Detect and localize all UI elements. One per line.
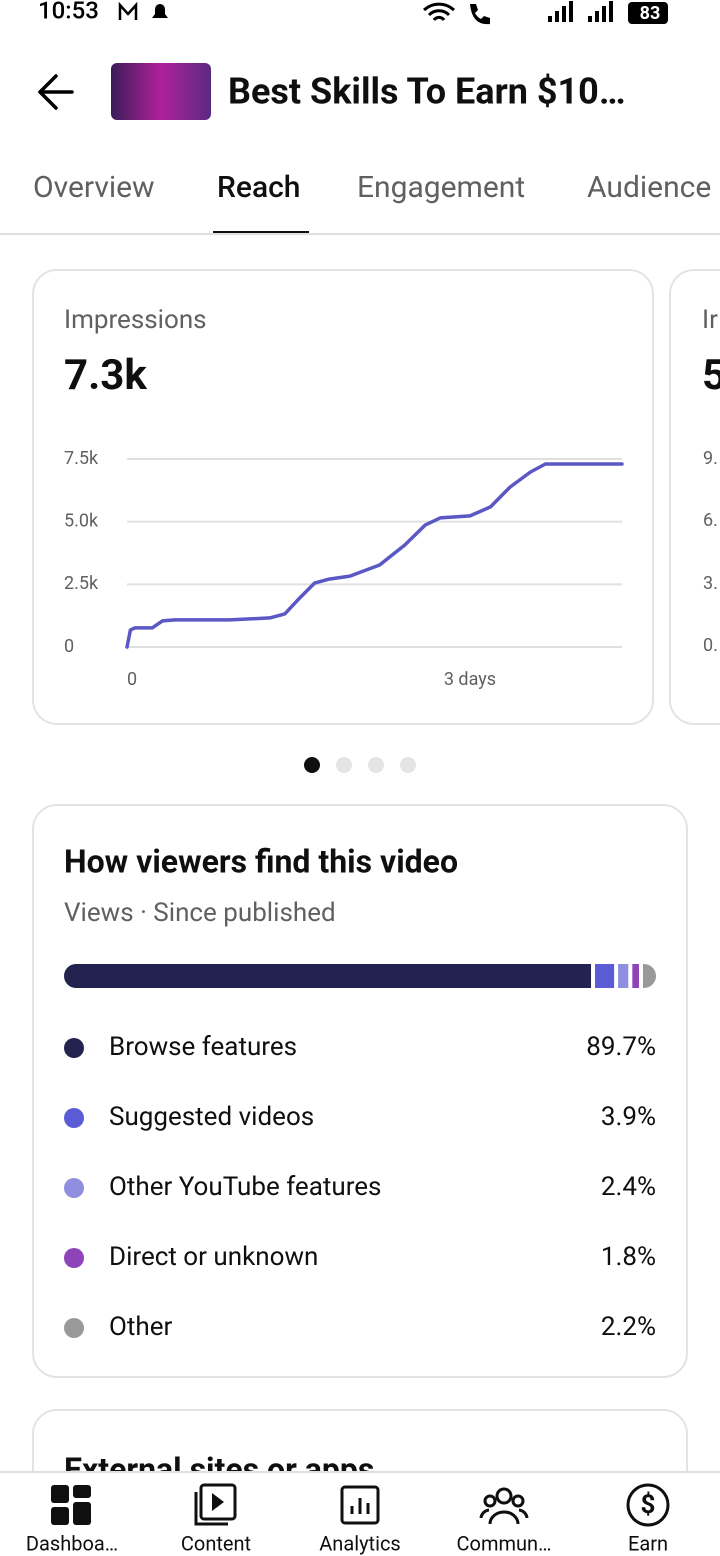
x-tick-label: 3 days	[444, 669, 496, 690]
community-icon[interactable]	[479, 1487, 529, 1525]
status-time: 10:53	[38, 0, 99, 24]
tab[interactable]: Reach	[217, 170, 300, 205]
source-name: Other	[109, 1312, 173, 1342]
source-percent: 3.9%	[601, 1102, 656, 1132]
battery-level: 83	[640, 3, 661, 24]
nav-label[interactable]: Analytics	[319, 1531, 401, 1555]
impressions-card[interactable]	[32, 269, 654, 725]
impressions-line	[125, 462, 624, 649]
peek-title: Ir	[702, 305, 718, 335]
card-title: Impressions	[64, 305, 207, 335]
peek-value: 5	[702, 351, 720, 400]
wifi-icon	[422, 2, 456, 22]
traffic-card	[32, 804, 688, 1378]
page-dot[interactable]	[368, 757, 384, 773]
legend-dot	[64, 1108, 84, 1128]
stacked-bar	[64, 964, 656, 988]
card-value: 7.3k	[64, 351, 147, 400]
peek-tick-label: 6.	[703, 510, 718, 531]
source-percent: 2.2%	[601, 1312, 656, 1342]
bar-segment	[595, 964, 615, 988]
tab[interactable]: Audience	[587, 170, 711, 205]
traffic-sources: Browse features 89.7% Suggested videos 3.9%…	[64, 964, 656, 1342]
legend-dot	[64, 1178, 84, 1198]
nav-label[interactable]: Earn	[628, 1531, 668, 1555]
bar-segment	[642, 964, 656, 988]
legend-dot	[64, 1248, 84, 1268]
y-tick-label: 2.5k	[64, 573, 99, 594]
mail-icon	[118, 1, 138, 20]
peek-tick-label: 0.	[703, 635, 718, 656]
earn-icon[interactable]: $	[626, 1483, 670, 1527]
source-name: Suggested videos	[109, 1102, 314, 1132]
source-percent: 1.8%	[601, 1242, 656, 1272]
video-thumbnail[interactable]	[111, 63, 211, 120]
x-tick-label: 0	[127, 669, 137, 690]
next-metric-card[interactable]	[669, 269, 720, 725]
external-card[interactable]	[32, 1409, 688, 1556]
traffic-subtitle: Views · Since published	[64, 898, 336, 928]
y-tick-label: 7.5k	[64, 448, 99, 469]
svg-text:$: $	[641, 1490, 656, 1520]
call-icon	[470, 4, 490, 25]
source-name: Direct or unknown	[109, 1242, 318, 1272]
back-button[interactable]	[38, 74, 74, 110]
nav-label[interactable]: Dashboa…	[26, 1531, 118, 1555]
peek-tick-label: 9.	[703, 448, 718, 469]
dashboard-icon[interactable]	[51, 1485, 91, 1525]
page-dot[interactable]	[400, 757, 416, 773]
content-icon[interactable]	[194, 1483, 237, 1526]
tab[interactable]: Overview	[33, 170, 155, 205]
nav-label[interactable]: Commun…	[457, 1531, 552, 1555]
nav-label[interactable]: Content	[181, 1531, 251, 1555]
page-dot[interactable]	[304, 757, 320, 773]
peek-tick-label: 3.	[703, 573, 718, 594]
peek-chart: 9. 6. 3. 0.	[703, 448, 718, 656]
bell-icon	[152, 4, 168, 18]
nav-icons: $	[51, 1483, 670, 1527]
battery-icon	[628, 2, 668, 24]
impressions-chart: 0 2.5k 5.0k 7.5k 0 3 days	[64, 448, 624, 690]
external-title: External sites or apps	[64, 1450, 374, 1488]
analytics-icon[interactable]	[340, 1485, 380, 1525]
source-name: Browse features	[109, 1032, 297, 1062]
source-name: Other YouTube features	[109, 1172, 381, 1202]
source-percent: 2.4%	[601, 1172, 656, 1202]
legend-dot	[64, 1318, 84, 1338]
video-title: Best Skills To Earn $10…	[228, 71, 626, 113]
bar-segment	[632, 964, 639, 988]
y-tick-label: 0	[64, 636, 74, 657]
bar-segment	[64, 964, 592, 988]
signal-icon	[548, 1, 613, 22]
page-dot[interactable]	[336, 757, 352, 773]
bar-segment	[618, 964, 629, 988]
tab-bar: Overview Reach Engagement Audience	[33, 170, 711, 235]
traffic-title: How viewers find this video	[64, 842, 458, 880]
legend-dot	[64, 1038, 84, 1058]
y-tick-label: 5.0k	[64, 510, 99, 531]
nav-labels: Dashboa… Content Analytics Commun… Earn	[26, 1531, 668, 1555]
source-percent: 89.7%	[586, 1032, 656, 1062]
tab[interactable]: Engagement	[357, 170, 525, 205]
